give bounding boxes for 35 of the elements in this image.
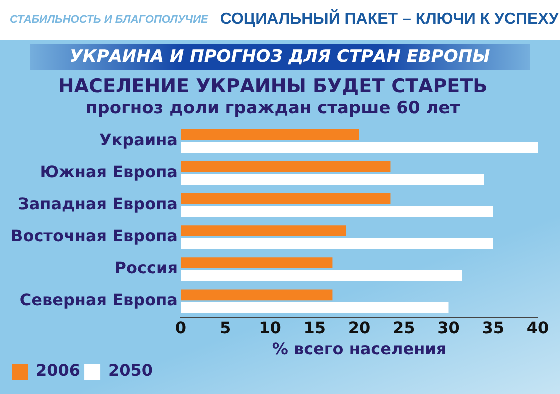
text: СТАБИЛЬНОСТЬ И БЛАГОПОЛУЧИЕ: [10, 14, 208, 26]
x-tick-label: 0: [175, 318, 187, 338]
x-tick-label: 30: [438, 318, 460, 338]
y-tick-label: Южная Европа: [40, 162, 178, 182]
chart-subtitle: прогноз доли граждан старше 60 лет: [86, 98, 460, 118]
x-tick-label: 5: [220, 318, 232, 338]
chart-title: НАСЕЛЕНИЕ УКРАИНЫ БУДЕТ СТАРЕТЬ: [58, 75, 488, 98]
y-tick-label: Северная Европа: [20, 290, 178, 310]
x-tick-label: 15: [304, 318, 326, 338]
x-tick-label: 25: [392, 318, 416, 338]
legend-label: 2050: [108, 361, 154, 380]
text: УКРАИНА И ПРОГНОЗ ДЛЯ СТРАН ЕВРОПЫ: [30, 44, 530, 70]
bar: [180, 129, 360, 140]
x-tick-label: 35: [482, 318, 505, 338]
bar: [180, 270, 462, 282]
y-tick-label: Украина: [99, 130, 178, 150]
x-axis-title: % всего населения: [272, 340, 447, 359]
y-tick-label: Западная Европа: [18, 194, 178, 214]
bar: [180, 142, 538, 154]
bar: [180, 290, 333, 301]
bar: [180, 302, 449, 314]
bar: [180, 174, 484, 186]
x-tick-label: 40: [526, 318, 550, 338]
x-tick-label: 10: [259, 318, 282, 338]
x-tick-label: 20: [348, 318, 371, 338]
text: СОЦИАЛЬНЫЙ ПАКЕТ – КЛЮЧИ К УСПЕХУ: [220, 11, 559, 29]
bar: [180, 258, 333, 269]
bar: [180, 206, 494, 218]
y-tick-label: Восточная Европа: [11, 226, 178, 246]
bar: [180, 161, 391, 172]
bar: [180, 238, 494, 250]
legend-label: 2006: [36, 361, 81, 380]
y-tick-label: Россия: [114, 258, 178, 278]
bar: [180, 226, 346, 236]
bar: [180, 194, 391, 204]
